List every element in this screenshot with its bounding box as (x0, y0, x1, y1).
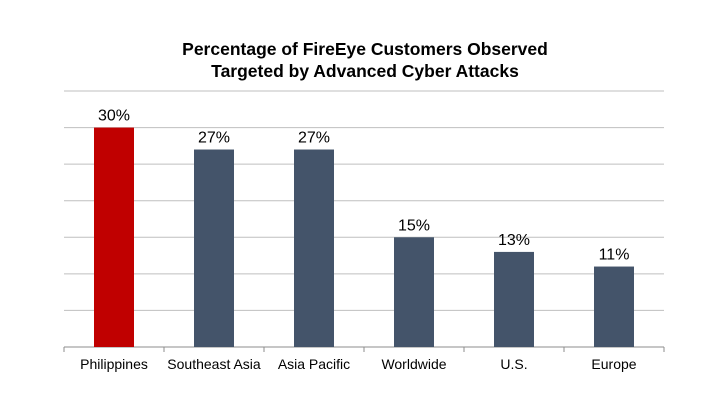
chart-title: Percentage of FireEye Customers Observed… (0, 38, 720, 82)
chart-title-line-1: Percentage of FireEye Customers Observed (182, 39, 548, 59)
x-tick-label: Southeast Asia (167, 356, 261, 372)
data-label: 15% (398, 217, 430, 234)
data-label: 27% (298, 130, 330, 147)
x-tick-label: U.S. (500, 356, 527, 372)
x-tick-label: Philippines (80, 356, 148, 372)
x-tick-label: Worldwide (381, 356, 446, 372)
data-label: 30% (98, 108, 130, 125)
bar-u-s (494, 251, 534, 347)
data-label: 27% (198, 130, 230, 147)
bar-asia-pacific (294, 149, 334, 347)
x-tick-label: Europe (591, 356, 636, 372)
x-tick-label: Asia Pacific (278, 356, 350, 372)
bar-europe (594, 266, 634, 347)
data-label: 11% (599, 247, 630, 264)
chart-title-line-2: Targeted by Advanced Cyber Attacks (211, 61, 519, 81)
data-label: 13% (498, 232, 530, 249)
bar-southeast-asia (194, 149, 234, 347)
bar-philippines (94, 127, 134, 347)
bar-worldwide (394, 237, 434, 347)
